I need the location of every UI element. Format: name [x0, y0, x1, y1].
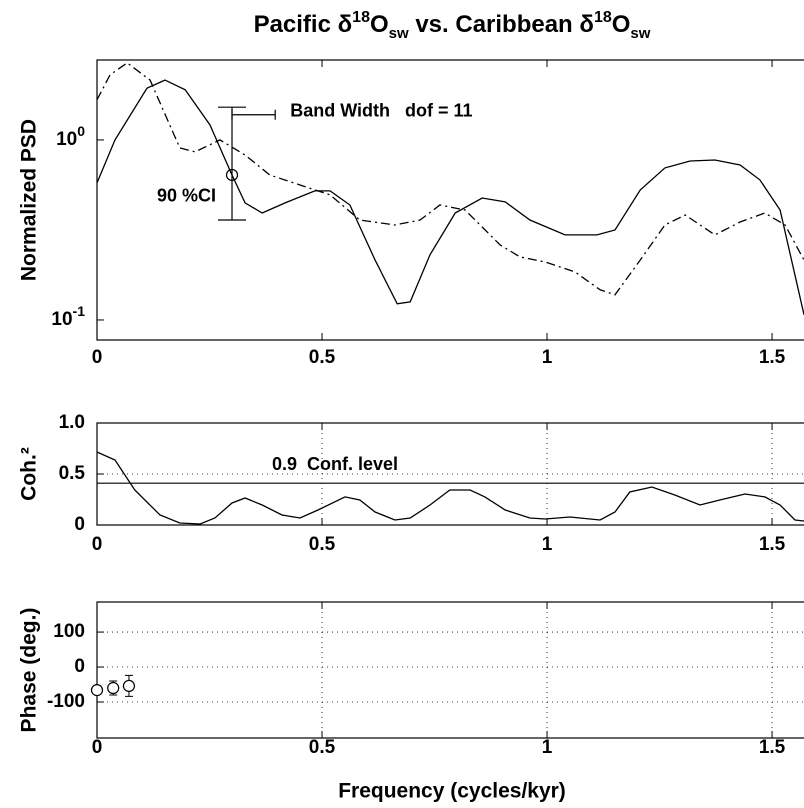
- y-tick-label: 0: [74, 656, 85, 677]
- ci-point: [225, 168, 239, 182]
- x-tick-label: 0.5: [309, 534, 336, 555]
- x-tick-label: 1.5: [759, 347, 786, 368]
- y-tick-exponent: -1: [73, 303, 86, 319]
- title-part: sw: [630, 25, 650, 42]
- x-tick-label: 1: [542, 347, 553, 368]
- y-tick-label: 1.0: [59, 412, 85, 433]
- y-axis-label: Normalized PSD: [18, 119, 41, 281]
- series-line: [96, 79, 804, 315]
- ci-bar: [218, 106, 247, 221]
- x-axis-label: Frequency (cycles/kyr): [338, 780, 566, 803]
- y-tick-label: 0: [74, 514, 85, 535]
- x-tick-label: 0.5: [309, 347, 336, 368]
- y-tick-label: 0.5: [59, 463, 86, 484]
- title-part: vs. Caribbean δ: [409, 11, 594, 38]
- series-line: [96, 451, 804, 525]
- x-tick-label: 0: [92, 534, 103, 555]
- confidence-label: 0.9 Conf. level: [272, 454, 398, 474]
- x-tick-label: 0.5: [309, 737, 336, 758]
- plot-frame: [96, 59, 804, 341]
- y-tick-base: 10: [51, 309, 72, 330]
- title-part: 18: [594, 9, 612, 26]
- title-part: sw: [389, 25, 409, 42]
- title-part: Pacific δ: [254, 11, 353, 38]
- data-point: [107, 681, 120, 695]
- chart-title: Pacific δ18Osw vs. Caribbean δ18Osw: [254, 9, 651, 43]
- y-axis-label: Phase (deg.): [18, 608, 41, 733]
- y-tick-base: 10: [56, 129, 77, 150]
- x-tick-label: 1: [542, 737, 553, 758]
- plot-frame: [96, 601, 804, 739]
- x-tick-label: 1: [542, 534, 553, 555]
- y-tick-label: 100: [53, 621, 85, 642]
- bandwidth-bar: [231, 109, 276, 120]
- title-part: O: [370, 11, 389, 38]
- x-tick-label: 1.5: [759, 737, 786, 758]
- y-tick-label: 100: [56, 123, 85, 150]
- bandwidth-label: Band Width dof = 11: [290, 101, 472, 121]
- series-line: [96, 62, 804, 296]
- title-part: 18: [352, 9, 370, 26]
- ci-label: 90 %CI: [157, 186, 216, 206]
- title-part: O: [612, 11, 631, 38]
- y-tick-label: 10-1: [51, 303, 85, 330]
- y-tick-exponent: 0: [77, 123, 85, 139]
- x-tick-label: 1.5: [759, 534, 786, 555]
- x-tick-label: 0: [92, 737, 103, 758]
- data-point: [90, 684, 104, 697]
- x-tick-label: 0: [92, 347, 103, 368]
- y-axis-label: Coh.²: [18, 447, 41, 501]
- y-tick-label: -100: [47, 691, 85, 712]
- data-point: [122, 679, 136, 693]
